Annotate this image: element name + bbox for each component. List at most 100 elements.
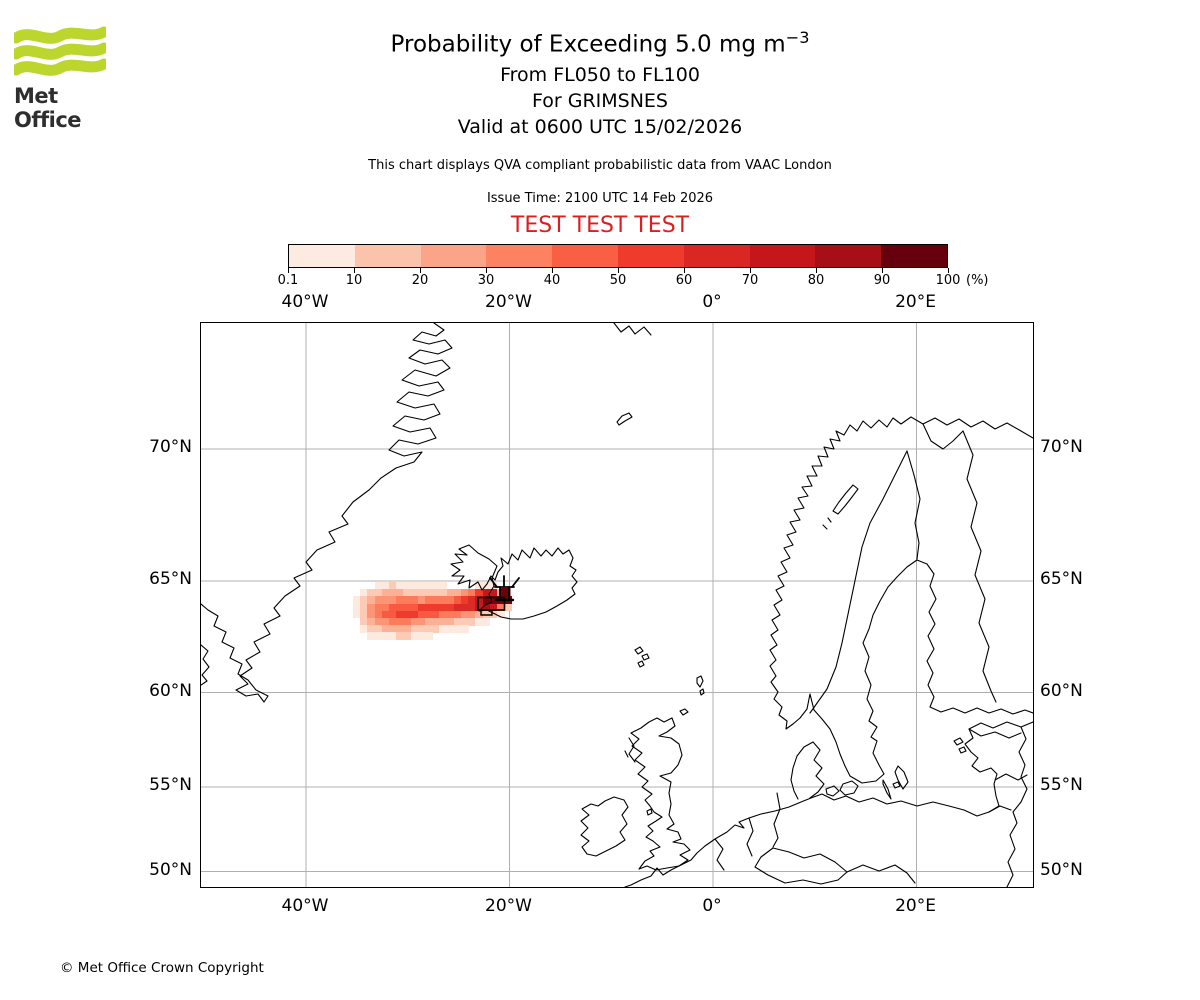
plume-cell [389,618,397,626]
plume-cell [425,610,433,619]
plume-cell [425,603,433,612]
plume-cell [389,632,397,640]
plume-cell [417,625,426,633]
plume-cell [425,618,433,626]
plume-cell [432,596,440,604]
plume-cell [425,625,433,633]
colorbar-segment [617,245,684,267]
colorbar-tick-label: 80 [807,273,825,288]
colorbar-tick-label: 90 [873,273,891,288]
colorbar-tick [420,268,421,273]
plume-cell [497,610,505,619]
plume-cell [461,603,469,612]
coast-jan-mayen [616,412,633,426]
plume-cell [417,632,426,640]
lon-label-top: 20°W [485,292,532,312]
colorbar: 0.1 10 20 30 40 50 60 70 80 90 100 (%) [278,244,989,288]
map-panel [200,322,1034,888]
plume-cell [475,603,483,612]
plume-cell [482,603,491,612]
plume-cell [417,603,426,612]
lon-label-bottom: 20°W [485,896,532,916]
lon-label-bottom: 0° [702,896,722,916]
plume-cell [461,625,469,633]
plume-cell [489,596,498,604]
plume-cell [381,610,390,619]
plume-cell [461,610,469,619]
lat-label-left: 60°N [149,680,192,701]
plume-cell [446,603,455,612]
colorbar-tick-label: 20 [411,273,429,288]
plume-cell [389,610,397,619]
chart-title-text: Probability of Exceeding 5.0 mg m [390,31,786,58]
coast-baltic-continental [624,721,1033,887]
lat-label-left: 65°N [149,569,192,589]
plume-cell [461,589,469,597]
lon-label-bottom: 20°E [895,896,936,916]
plume-cell [403,582,411,590]
plume-cell [432,603,440,612]
plume-cell [410,603,419,612]
colorbar-segment [552,245,618,267]
plume-cell [489,610,498,619]
plume-cell [396,632,404,640]
colorbar-tick [816,268,817,273]
plume-cell [439,589,447,597]
plume-cell [410,582,419,590]
plume-cell [453,610,462,619]
plume-cell [403,589,411,597]
border-norway-sweden [809,450,908,714]
plume-cell [403,596,411,604]
map-overlay [477,575,520,616]
plume-cell [381,596,390,604]
lat-label-right: 65°N [1040,569,1083,589]
lat-label-right: 55°N [1040,775,1083,795]
plume-cell [461,618,469,626]
plume-cell [367,589,375,597]
qva-note: This chart displays QVA compliant probab… [368,158,832,173]
plume-cell [439,618,447,626]
lat-label-left: 50°N [149,859,192,880]
colorbar-segment [749,245,816,267]
colorbar-tick-label: 50 [609,273,627,288]
plume-cell [381,632,390,640]
plume-cell [425,589,433,597]
lat-label-right: 50°N [1040,859,1083,880]
valid-time-subtitle: Valid at 0600 UTC 15/02/2026 [457,116,743,138]
plume-cell [446,589,455,597]
plume-cell [468,596,476,604]
plume-cell [374,589,383,597]
plume-cell [396,625,404,633]
plume-cell [389,625,397,633]
plume-cell [482,582,491,590]
plume-cell [410,589,419,597]
plume-cell [432,625,440,633]
colorbar-segment [420,245,487,267]
plume-cell [374,610,383,619]
plume-cell [381,589,390,597]
plume-cell [497,603,505,612]
plume-cell [439,603,447,612]
plume-cell [410,596,419,604]
coast-greenland [201,323,453,703]
plume-cell [367,596,375,604]
chart-title-exponent: −3 [785,28,810,47]
colorbar-tick-label: 100 [935,273,961,288]
coast-hebrides [624,737,636,763]
plume-cell [381,582,390,590]
coast-iceland [450,544,578,620]
border-sweden-finland [906,450,921,560]
colorbar-tick [684,268,685,273]
plume-cell [403,603,411,612]
coast-greenland-west-fragment [201,644,210,686]
colorbar-tick [618,268,619,273]
colorbar-tick [486,268,487,273]
colorbar-unit-label: (%) [966,273,989,288]
plume-cell [396,582,404,590]
colorbar-tick [750,268,751,273]
plume-cell [403,610,411,619]
plume-cell [432,618,440,626]
plume-cell [410,618,419,626]
met-office-logo-text: Met Office [14,84,82,132]
issue-time: Issue Time: 2100 UTC 14 Feb 2026 [486,191,714,206]
